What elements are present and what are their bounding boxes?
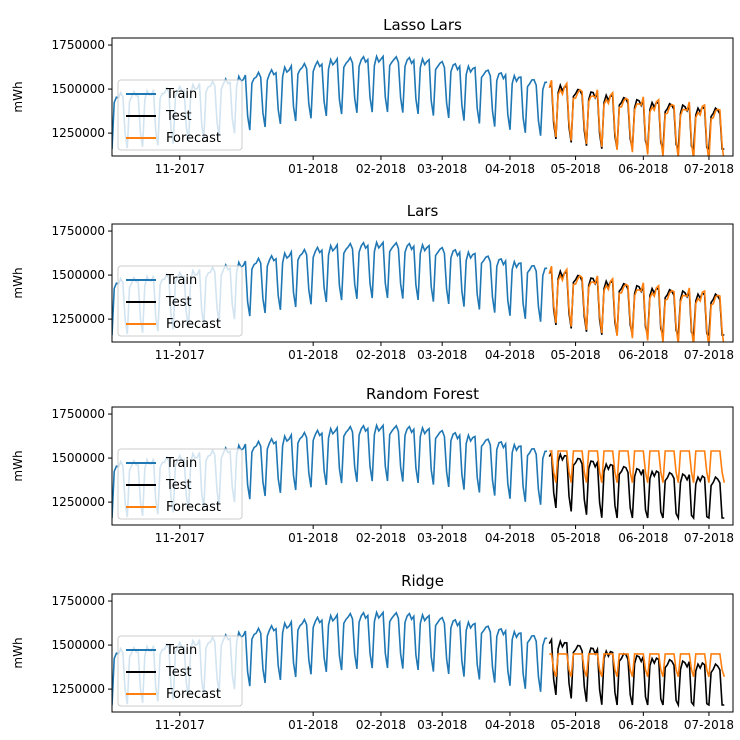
legend-box — [117, 79, 243, 151]
x-tick-label: 02-2018 — [356, 718, 406, 732]
series-line-test — [548, 266, 725, 339]
series-line-test — [548, 449, 725, 522]
y-axis-label: mWh — [11, 450, 25, 481]
axes-frame — [111, 593, 734, 713]
x-tick-label: 01-2018 — [288, 531, 338, 545]
legend-label-train: Train — [165, 273, 197, 288]
y-axis-label: mWh — [11, 267, 25, 298]
x-tick-label: 03-2018 — [417, 348, 467, 362]
y-tick-label: 1750000 — [52, 407, 105, 421]
legend-label-test: Test — [165, 295, 192, 310]
legend: Train Test Forecast — [117, 448, 243, 520]
axes-frame — [111, 37, 734, 157]
legend-label-train: Train — [165, 87, 197, 102]
legend-label-forecast: Forecast — [166, 317, 221, 332]
y-tick-label: 1500000 — [52, 451, 105, 465]
x-tick-label: 07-2018 — [684, 531, 734, 545]
x-tick-label: 07-2018 — [684, 162, 734, 176]
series-line-forecast — [549, 653, 726, 678]
y-tick-label: 1250000 — [52, 312, 105, 326]
y-axis-label: mWh — [11, 637, 25, 668]
y-tick-label: 1250000 — [52, 495, 105, 509]
chart-title: Ridge — [401, 572, 444, 590]
x-tick-label: 07-2018 — [684, 348, 734, 362]
axes-frame — [111, 223, 734, 343]
x-tick-label: 06-2018 — [618, 718, 668, 732]
legend-label-train: Train — [165, 643, 197, 658]
x-tick-label: 02-2018 — [356, 348, 406, 362]
x-tick-label: 03-2018 — [417, 162, 467, 176]
legend-label-forecast: Forecast — [166, 131, 221, 146]
legend: Train Test Forecast — [117, 79, 243, 151]
x-tick-label: 05-2018 — [550, 718, 600, 732]
x-tick-label: 03-2018 — [417, 531, 467, 545]
x-tick-label: 04-2018 — [485, 718, 535, 732]
series-line-test — [548, 636, 725, 709]
chart-panel-3: Random Forest mWh 1250000 1500000 1750000 11-… — [11, 385, 734, 545]
x-tick-label: 02-2018 — [356, 162, 406, 176]
chart-panel-1: Lasso Lars mWh 1250000 1500000 1750000 11-201… — [11, 16, 734, 176]
x-tick-label: 02-2018 — [356, 531, 406, 545]
chart-title: Random Forest — [366, 385, 479, 403]
x-tick-label: 04-2018 — [485, 162, 535, 176]
y-tick-label: 1750000 — [52, 38, 105, 52]
legend-label-test: Test — [165, 665, 192, 680]
x-tick-label: 11-2017 — [155, 348, 205, 362]
y-tick-label: 1750000 — [52, 594, 105, 608]
x-tick-label: 05-2018 — [550, 162, 600, 176]
legend-label-test: Test — [165, 478, 192, 493]
series-line-forecast — [549, 450, 726, 483]
x-tick-label: 07-2018 — [684, 718, 734, 732]
legend-label-forecast: Forecast — [166, 687, 221, 702]
y-tick-label: 1500000 — [52, 82, 105, 96]
y-tick-label: 1500000 — [52, 638, 105, 652]
x-tick-label: 11-2017 — [155, 531, 205, 545]
legend: Train Test Forecast — [117, 635, 243, 707]
series-line-forecast — [548, 265, 725, 342]
x-tick-label: 01-2018 — [288, 162, 338, 176]
x-tick-label: 06-2018 — [618, 348, 668, 362]
legend-box — [117, 635, 243, 707]
x-tick-label: 11-2017 — [155, 718, 205, 732]
legend: Train Test Forecast — [117, 265, 243, 337]
y-tick-label: 1250000 — [52, 682, 105, 696]
series-line-forecast — [548, 79, 725, 156]
x-tick-label: 06-2018 — [618, 162, 668, 176]
chart-title: Lasso Lars — [383, 16, 462, 34]
x-tick-label: 04-2018 — [485, 348, 535, 362]
x-tick-label: 11-2017 — [155, 162, 205, 176]
x-tick-label: 04-2018 — [485, 531, 535, 545]
legend-label-forecast: Forecast — [166, 500, 221, 515]
x-tick-label: 05-2018 — [550, 531, 600, 545]
legend-label-test: Test — [165, 109, 192, 124]
chart-title: Lars — [407, 202, 439, 220]
legend-box — [117, 265, 243, 337]
x-tick-label: 03-2018 — [417, 718, 467, 732]
y-axis-label: mWh — [11, 81, 25, 112]
chart-panel-2: Lars mWh 1250000 1500000 1750000 11-2017 01-20… — [11, 202, 734, 362]
y-tick-label: 1500000 — [52, 268, 105, 282]
legend-label-train: Train — [165, 456, 197, 471]
x-tick-label: 01-2018 — [288, 718, 338, 732]
chart-panel-4: Ridge mWh 1250000 1500000 1750000 11-2017 01-2… — [11, 572, 734, 732]
series-line-test — [548, 80, 725, 153]
y-tick-label: 1750000 — [52, 224, 105, 238]
x-tick-label: 06-2018 — [618, 531, 668, 545]
legend-box — [117, 448, 243, 520]
x-tick-label: 01-2018 — [288, 348, 338, 362]
x-tick-label: 05-2018 — [550, 348, 600, 362]
y-tick-label: 1250000 — [52, 126, 105, 140]
axes-frame — [111, 406, 734, 526]
